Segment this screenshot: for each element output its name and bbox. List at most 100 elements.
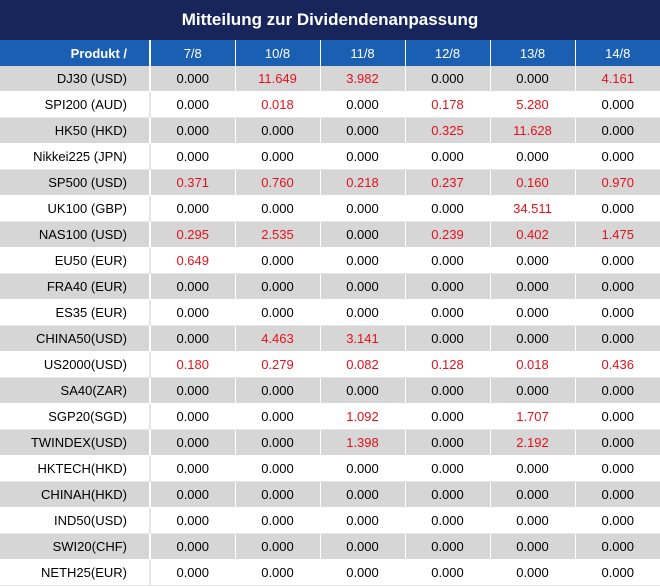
table-row: SP500 (USD) 0.371 0.760 0.218 0.237 0.160 0.97…	[0, 169, 660, 196]
dividend-value: 0.000	[150, 91, 236, 118]
dividend-value: 1.092	[320, 403, 406, 430]
dividend-value: 0.000	[320, 507, 406, 534]
dividend-value: 0.000	[235, 195, 321, 222]
date-column-header: 7/8	[150, 40, 236, 66]
dividend-value: 0.649	[150, 247, 236, 274]
dividend-value: 0.000	[490, 66, 576, 92]
table-row: SA40(ZAR) 0.000 0.000 0.000 0.000 0.000 0.000	[0, 377, 660, 404]
dividend-value: 0.000	[575, 299, 660, 326]
dividend-value: 0.279	[235, 351, 321, 378]
dividend-value: 0.000	[320, 247, 406, 274]
dividend-value: 0.000	[150, 325, 236, 352]
table-row: HK50 (HKD) 0.000 0.000 0.000 0.325 11.628 0.00…	[0, 117, 660, 144]
product-name: ES35 (EUR)	[0, 299, 151, 326]
table-row: Nikkei225 (JPN) 0.000 0.000 0.000 0.000 0.000…	[0, 143, 660, 170]
dividend-value: 1.398	[320, 429, 406, 456]
dividend-value: 0.000	[320, 455, 406, 482]
table-row: NAS100 (USD) 0.295 2.535 0.000 0.239 0.402 1.4…	[0, 221, 660, 248]
dividend-value: 2.192	[490, 429, 576, 456]
product-name: US2000(USD)	[0, 351, 151, 378]
dividend-value: 0.000	[405, 481, 491, 508]
dividend-value: 3.982	[320, 66, 406, 92]
table-row: UK100 (GBP) 0.000 0.000 0.000 0.000 34.511 0.0…	[0, 195, 660, 222]
dividend-value: 5.280	[490, 91, 576, 118]
dividend-value: 0.000	[490, 273, 576, 300]
dividend-value: 0.970	[575, 169, 660, 196]
dividend-value: 0.000	[575, 143, 660, 170]
dividend-value: 0.000	[490, 247, 576, 274]
dividend-value: 0.000	[405, 429, 491, 456]
dividend-value: 0.000	[405, 455, 491, 482]
dividend-value: 0.000	[405, 377, 491, 404]
dividend-value: 0.000	[490, 507, 576, 534]
table-row: NETH25(EUR) 0.000 0.000 0.000 0.000 0.000 0.00…	[0, 559, 660, 586]
dividend-value: 0.000	[150, 66, 236, 92]
dividend-value: 0.000	[150, 403, 236, 430]
date-column-header: 14/8	[575, 40, 660, 66]
dividend-value: 34.511	[490, 195, 576, 222]
product-name: HKTECH(HKD)	[0, 455, 151, 482]
dividend-value: 0.000	[150, 143, 236, 170]
dividend-value: 0.128	[405, 351, 491, 378]
dividend-value: 0.000	[405, 66, 491, 92]
dividend-value: 0.000	[490, 299, 576, 326]
product-name: UK100 (GBP)	[0, 195, 151, 222]
dividend-value: 0.000	[320, 91, 406, 118]
dividend-value: 0.000	[405, 533, 491, 560]
dividend-value: 0.000	[320, 117, 406, 144]
table-row: SGP20(SGD) 0.000 0.000 1.092 0.000 1.707 0.000	[0, 403, 660, 430]
date-column-header: 13/8	[490, 40, 576, 66]
table-row: SWI20(CHF) 0.000 0.000 0.000 0.000 0.000 0.000	[0, 533, 660, 560]
dividend-value: 2.535	[235, 221, 321, 248]
product-name: Nikkei225 (JPN)	[0, 143, 151, 170]
product-name: SP500 (USD)	[0, 169, 151, 196]
dividend-value: 0.295	[150, 221, 236, 248]
dividend-value: 3.141	[320, 325, 406, 352]
dividend-value: 0.018	[235, 91, 321, 118]
dividend-value: 0.000	[150, 195, 236, 222]
dividend-value: 0.760	[235, 169, 321, 196]
table-row: ES35 (EUR) 0.000 0.000 0.000 0.000 0.000 0.000	[0, 299, 660, 326]
dividend-value: 0.000	[575, 403, 660, 430]
dividend-value: 0.218	[320, 169, 406, 196]
dividend-value: 0.000	[235, 273, 321, 300]
dividend-value: 0.000	[490, 559, 576, 586]
dividend-value: 0.000	[575, 455, 660, 482]
dividend-value: 0.000	[235, 143, 321, 170]
dividend-value: 0.000	[320, 195, 406, 222]
product-name: CHINAH(HKD)	[0, 481, 151, 508]
dividend-value: 0.402	[490, 221, 576, 248]
dividend-value: 0.000	[150, 533, 236, 560]
dividend-value: 1.475	[575, 221, 660, 248]
dividend-value: 0.000	[235, 117, 321, 144]
dividend-value: 0.371	[150, 169, 236, 196]
dividend-value: 0.000	[150, 429, 236, 456]
dividend-value: 0.000	[405, 325, 491, 352]
date-column-header: 11/8	[320, 40, 406, 66]
dividend-value: 0.000	[150, 273, 236, 300]
dividend-value: 0.000	[490, 455, 576, 482]
dividend-value: 0.000	[235, 403, 321, 430]
product-name: HK50 (HKD)	[0, 117, 151, 144]
dividend-value: 0.000	[405, 247, 491, 274]
product-name: SGP20(SGD)	[0, 403, 151, 430]
table-row: SPI200 (AUD) 0.000 0.018 0.000 0.178 5.280 0.0…	[0, 91, 660, 118]
dividend-value: 0.000	[235, 299, 321, 326]
dividend-value: 0.000	[405, 195, 491, 222]
dividend-value: 0.000	[320, 559, 406, 586]
dividend-value: 0.000	[405, 143, 491, 170]
product-name: CHINA50(USD)	[0, 325, 151, 352]
dividend-value: 0.000	[235, 247, 321, 274]
dividend-value: 0.000	[235, 533, 321, 560]
dividend-value: 0.180	[150, 351, 236, 378]
product-name: SA40(ZAR)	[0, 377, 151, 404]
dividend-value: 0.000	[405, 299, 491, 326]
page-title: Mitteilung zur Dividendenanpassung	[0, 0, 660, 40]
dividend-value: 11.649	[235, 66, 321, 92]
dividend-value: 0.000	[575, 533, 660, 560]
dividend-value: 4.463	[235, 325, 321, 352]
dividend-value: 0.000	[235, 455, 321, 482]
dividend-value: 0.000	[490, 481, 576, 508]
dividend-value: 0.000	[235, 507, 321, 534]
table-header: Produkt / 7/8 10/8 11/8 12/8 13/8 14/8	[0, 40, 660, 66]
